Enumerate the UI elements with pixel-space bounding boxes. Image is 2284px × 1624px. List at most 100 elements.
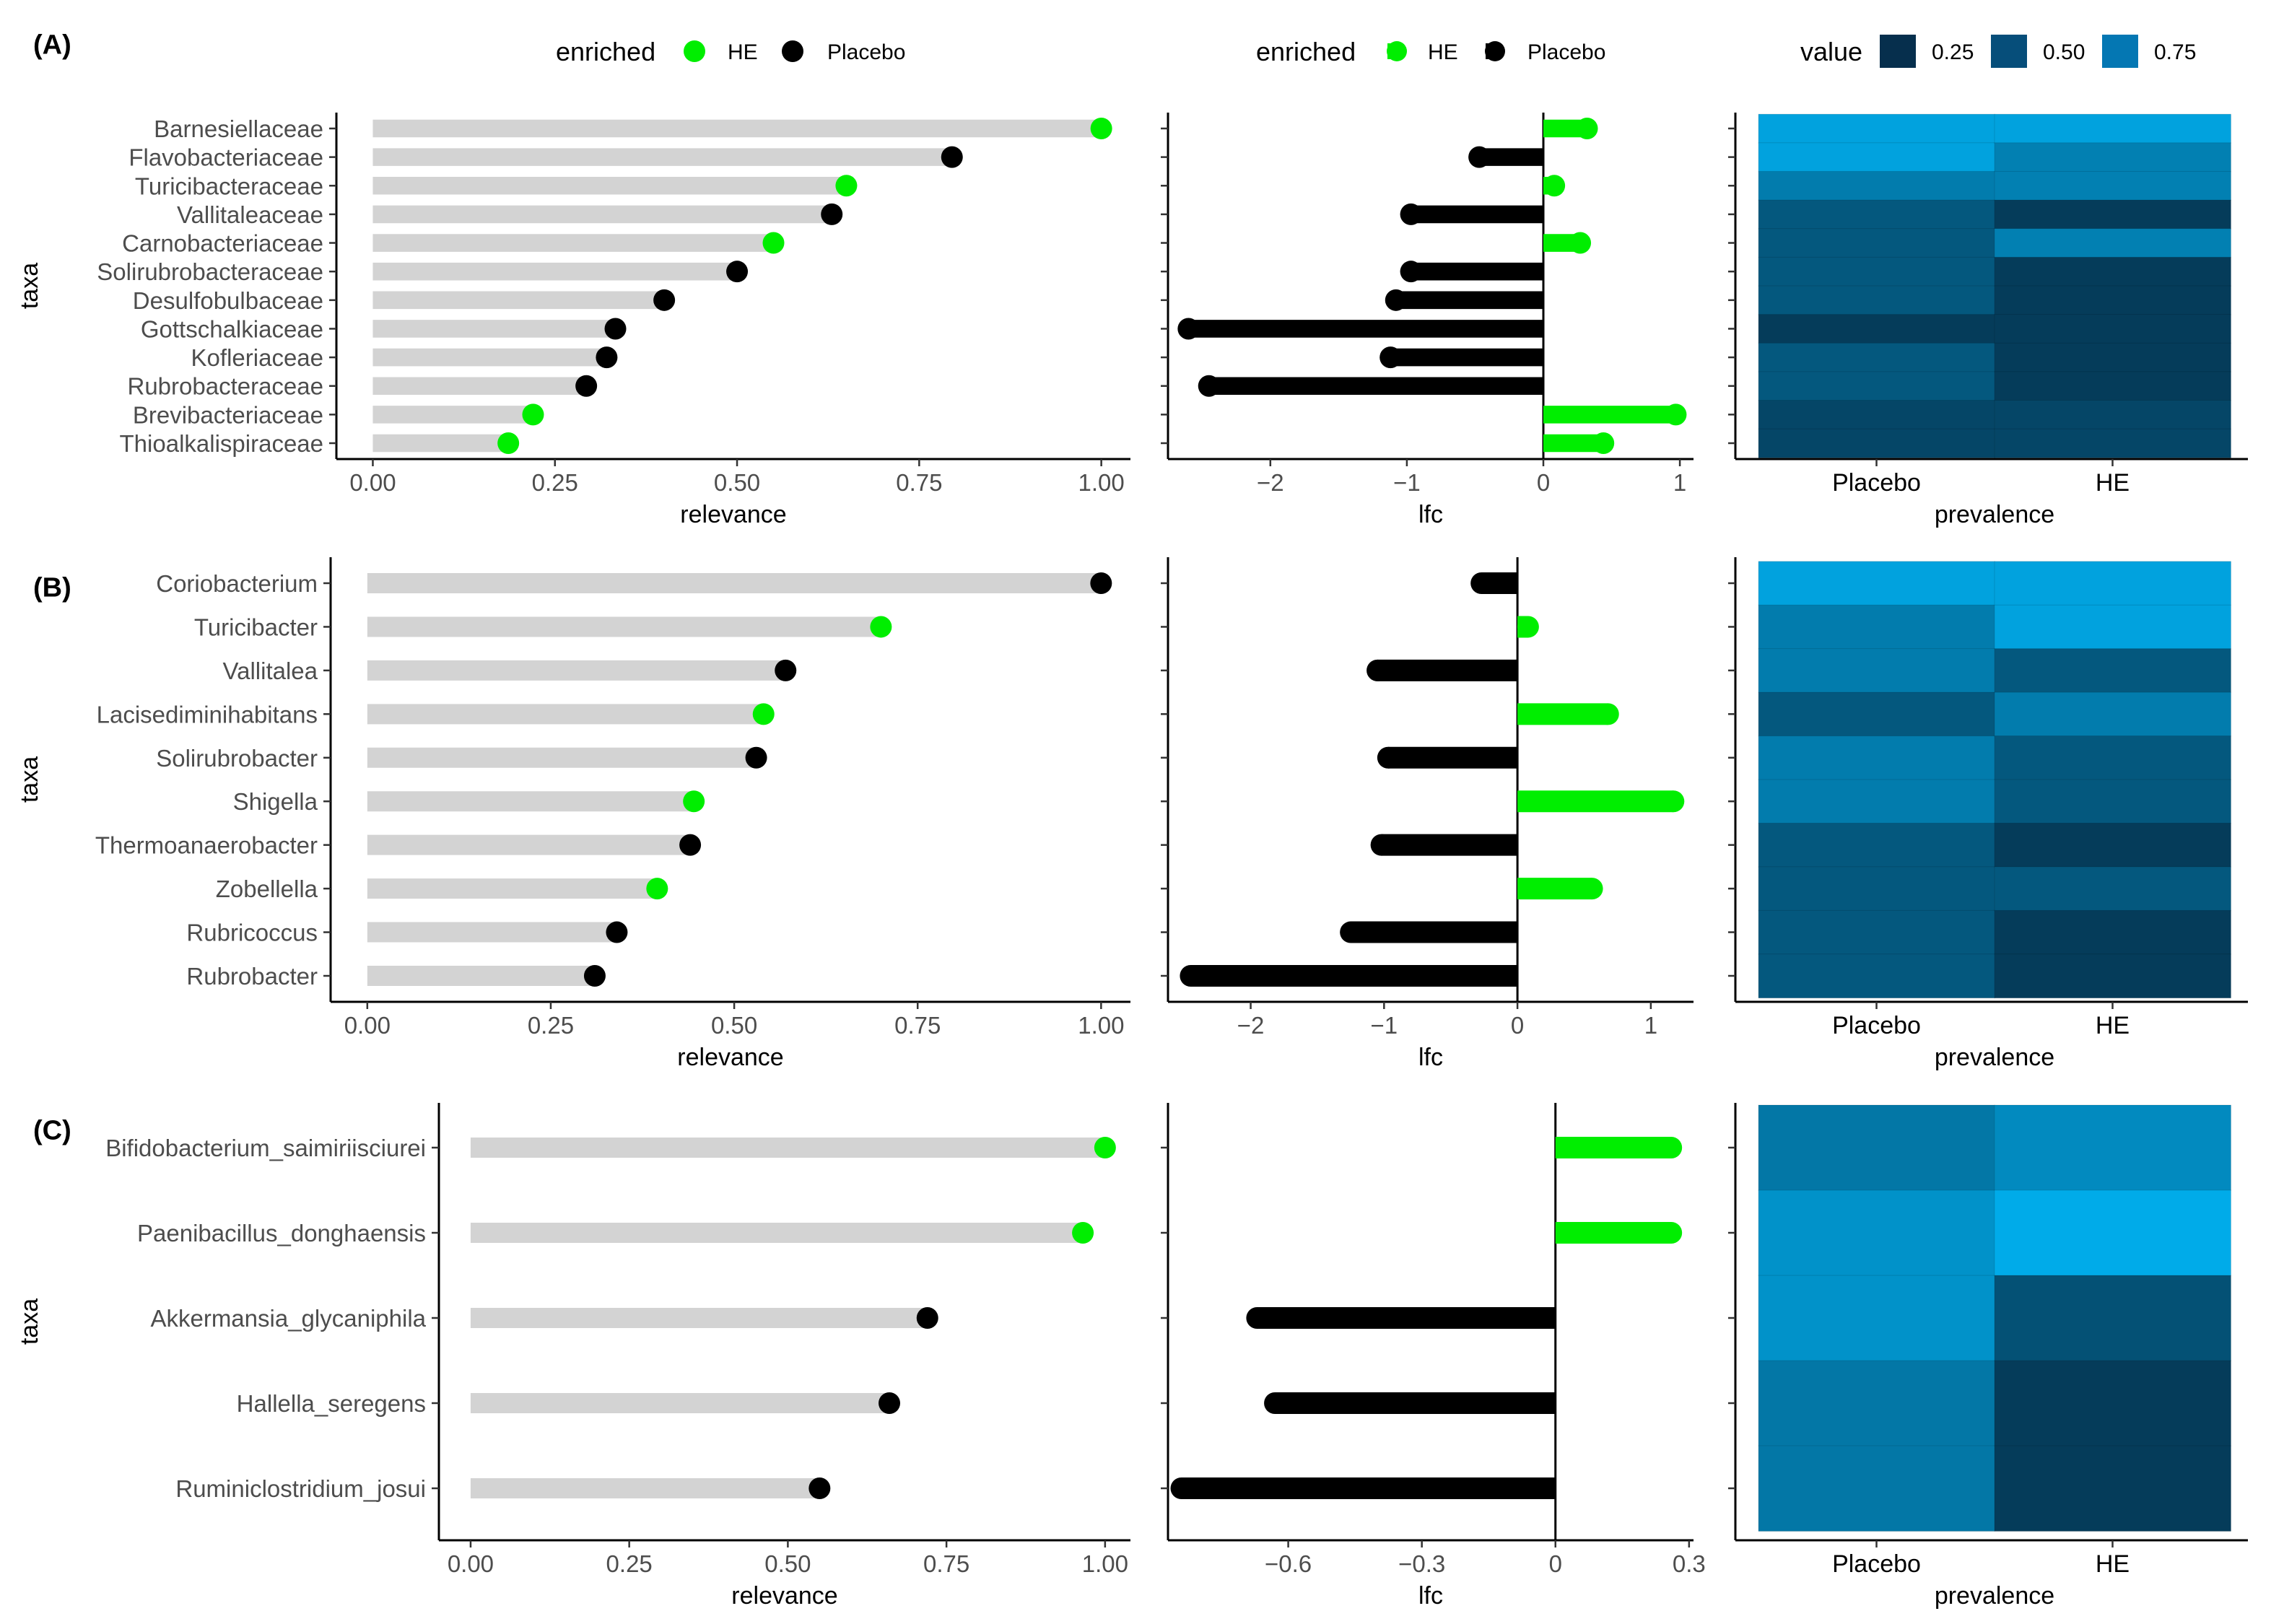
heatmap-cell bbox=[1994, 648, 2231, 694]
lfc-point bbox=[1170, 1477, 1193, 1499]
lfc-x-tick-label: 0 bbox=[1537, 469, 1550, 496]
taxon-label: Barnesiellaceae bbox=[154, 115, 323, 142]
relevance-point bbox=[596, 346, 618, 369]
relevance-point bbox=[1094, 1137, 1116, 1158]
lfc-point bbox=[1180, 965, 1202, 987]
relevance-point bbox=[726, 261, 749, 283]
heatmap-column-label: Placebo bbox=[1832, 469, 1921, 497]
legend-he-label: HE bbox=[1428, 40, 1458, 64]
relevance-point bbox=[1090, 572, 1112, 594]
lfc-point bbox=[1576, 118, 1598, 139]
taxon-label: Lacisediminihabitans bbox=[97, 701, 318, 728]
lfc-point bbox=[1468, 146, 1491, 168]
legend-enriched-title: enriched bbox=[1256, 37, 1356, 66]
heatmap-cell bbox=[1758, 142, 1995, 173]
panel-tag: (A) bbox=[33, 30, 71, 60]
relevance-point bbox=[606, 921, 628, 943]
heatmap-cell bbox=[1758, 866, 1995, 912]
heatmap-cell bbox=[1758, 909, 1995, 955]
heatmap-cell bbox=[1758, 1360, 1995, 1446]
legend-value: value 0.25 0.50 0.75 bbox=[1800, 35, 2196, 68]
heatmap-cell bbox=[1994, 735, 2231, 780]
heatmap-cell bbox=[1758, 604, 1995, 650]
legend-he-dot-marker bbox=[1387, 41, 1407, 61]
heatmap-cell bbox=[1994, 1445, 2231, 1532]
lfc-axis-title: lfc bbox=[1418, 501, 1443, 528]
taxon-label: Brevibacteriaceae bbox=[133, 401, 323, 428]
heatmap-cell bbox=[1994, 909, 2231, 955]
taxon-label: Rubrobacter bbox=[186, 963, 318, 990]
heatmap-cell bbox=[1758, 779, 1995, 824]
lfc-point bbox=[1367, 659, 1389, 681]
legend-enriched-title: enriched bbox=[556, 37, 655, 66]
heatmap-cell bbox=[1758, 691, 1995, 737]
legend-value-swatch-mid bbox=[1991, 35, 2027, 68]
relevance-point bbox=[941, 146, 963, 168]
legend-placebo-label: Placebo bbox=[827, 40, 905, 64]
lfc-point bbox=[1665, 403, 1687, 426]
lfc-x-tick-label: −1 bbox=[1393, 469, 1421, 496]
prevalence-axis-title: prevalence bbox=[1935, 1044, 2054, 1071]
taxon-label: Kofleriaceae bbox=[191, 344, 323, 371]
taxon-label: Vallitalea bbox=[223, 658, 318, 684]
heatmap-cell bbox=[1758, 199, 1995, 230]
lfc-x-tick-label: −0.3 bbox=[1398, 1550, 1445, 1577]
relevance-point bbox=[583, 965, 606, 987]
taxon-label: Rubricoccus bbox=[186, 920, 318, 946]
heatmap-cell bbox=[1994, 285, 2231, 315]
relevance-point bbox=[497, 432, 520, 454]
heatmap-cell bbox=[1994, 866, 2231, 912]
lfc-point bbox=[1597, 703, 1619, 725]
taxon-label: Turicibacter bbox=[194, 614, 318, 640]
heatmap-column-label: HE bbox=[2096, 469, 2130, 497]
legend-he-label: HE bbox=[728, 40, 758, 64]
relevance-point bbox=[679, 834, 702, 856]
lfc-x-tick-label: −1 bbox=[1371, 1012, 1398, 1039]
heatmap-cell bbox=[1758, 1104, 1995, 1191]
heatmap-column-label: Placebo bbox=[1832, 1012, 1921, 1039]
lfc-x-tick-label: 0 bbox=[1549, 1550, 1562, 1577]
panel-C: (C) taxa Bifidobacterium_saimiriisciurei Pa… bbox=[16, 1103, 2248, 1610]
relevance-x-tick-label: 0.25 bbox=[532, 469, 578, 496]
heatmap-cell bbox=[1994, 371, 2231, 401]
lfc-point bbox=[1177, 318, 1200, 340]
legend-he-marker bbox=[684, 40, 705, 62]
relevance-x-tick-label: 0.25 bbox=[528, 1012, 574, 1039]
legend-value-swatch-high bbox=[2102, 35, 2138, 68]
legend-placebo-dot-marker bbox=[1485, 41, 1505, 61]
heatmap-cell bbox=[1994, 228, 2231, 258]
relevance-point bbox=[835, 175, 858, 197]
lfc-point bbox=[1660, 1222, 1683, 1244]
lfc-axis-title: lfc bbox=[1418, 1044, 1443, 1071]
y-axis-label: taxa bbox=[16, 263, 43, 309]
heatmap-cell bbox=[1994, 1360, 2231, 1446]
heatmap-cell bbox=[1758, 342, 1995, 372]
relevance-point bbox=[821, 203, 843, 225]
heatmap-cell bbox=[1758, 400, 1995, 430]
relevance-point bbox=[752, 703, 775, 725]
relevance-x-tick-label: 0.75 bbox=[896, 469, 942, 496]
relevance-axis-title: relevance bbox=[680, 501, 786, 528]
lfc-x-tick-label: 0.3 bbox=[1673, 1550, 1706, 1577]
lfc-point bbox=[1660, 1137, 1683, 1158]
relevance-x-tick-label: 0.00 bbox=[448, 1550, 494, 1577]
taxon-label: Akkermansia_glycaniphila bbox=[150, 1305, 426, 1332]
relevance-point bbox=[683, 790, 705, 813]
lfc-x-tick-label: −2 bbox=[1237, 1012, 1265, 1039]
relevance-point bbox=[1072, 1222, 1094, 1244]
prevalence-axis-title: prevalence bbox=[1935, 1582, 2054, 1610]
taxon-label: Vallitaleaceae bbox=[177, 201, 323, 228]
relevance-point bbox=[522, 403, 544, 426]
relevance-x-tick-label: 0.75 bbox=[923, 1550, 969, 1577]
taxon-label: Paenibacillus_donghaensis bbox=[137, 1220, 426, 1247]
lfc-point bbox=[1379, 346, 1402, 369]
lfc-x-tick-label: −0.6 bbox=[1265, 1550, 1312, 1577]
taxon-label: Desulfobulbaceae bbox=[133, 287, 323, 314]
relevance-x-tick-label: 0.00 bbox=[344, 1012, 391, 1039]
heatmap-cell bbox=[1758, 170, 1995, 201]
legend-placebo-marker bbox=[782, 40, 803, 62]
legend-enriched-2: enriched HE Placebo bbox=[1256, 37, 1605, 66]
heatmap-cell bbox=[1758, 1275, 1995, 1361]
heatmap-cell bbox=[1758, 648, 1995, 694]
lfc-point bbox=[1662, 790, 1685, 813]
